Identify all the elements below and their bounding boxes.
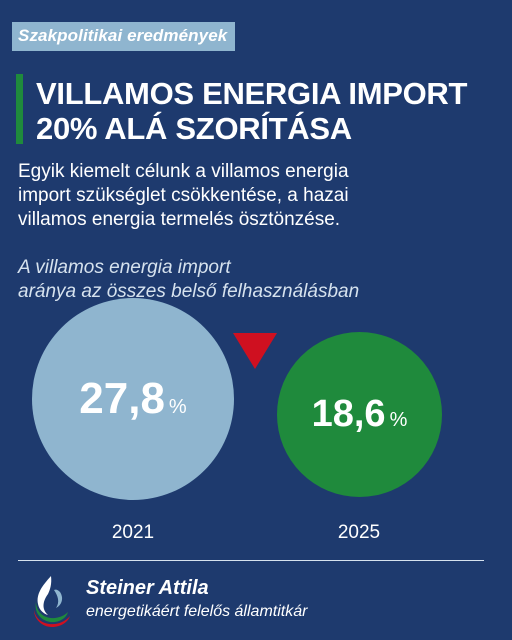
year-label-2021: 2021	[111, 522, 155, 543]
intro-line-2: import szükséglet csökkentése, a hazai	[18, 185, 349, 206]
category-tag: Szakpolitikai eredmények	[12, 22, 236, 51]
footer-divider	[18, 560, 484, 561]
down-triangle-icon	[233, 333, 277, 369]
stat-value-2021: 27,8	[79, 374, 165, 423]
stat-circle-2021: 27,8 %	[32, 298, 234, 500]
stat-value-2025: 18,6	[311, 393, 386, 435]
headline-line-2: 20% ALÁ SZORÍTÁSA	[36, 111, 352, 146]
stat-subtitle: A villamos energia import aránya az össz…	[18, 256, 498, 304]
stat-circle-2025: 18,6 %	[277, 332, 442, 497]
footer-role: energetikáért felelős államtitkár	[86, 603, 308, 620]
subtitle-line-2: aránya az összes belső felhasználásban	[18, 281, 360, 302]
stat-unit-2021: %	[168, 396, 187, 418]
headline: VILLAMOS ENERGIA IMPORT 20% ALÁ SZORÍTÁS…	[36, 76, 467, 146]
footer-name: Steiner Attila	[86, 577, 209, 599]
year-label-2025: 2025	[337, 522, 381, 543]
intro-text: Egyik kiemelt célunk a villamos energia …	[18, 160, 498, 232]
intro-line-3: villamos energia termelés ösztönzése.	[18, 209, 341, 230]
intro-line-1: Egyik kiemelt célunk a villamos energia	[18, 161, 349, 182]
stat-unit-2025: %	[389, 409, 408, 431]
headline-line-1: VILLAMOS ENERGIA IMPORT	[36, 76, 468, 111]
subtitle-line-1: A villamos energia import	[18, 257, 231, 278]
headline-accent-bar	[16, 74, 23, 144]
flame-logo-icon	[34, 576, 70, 627]
